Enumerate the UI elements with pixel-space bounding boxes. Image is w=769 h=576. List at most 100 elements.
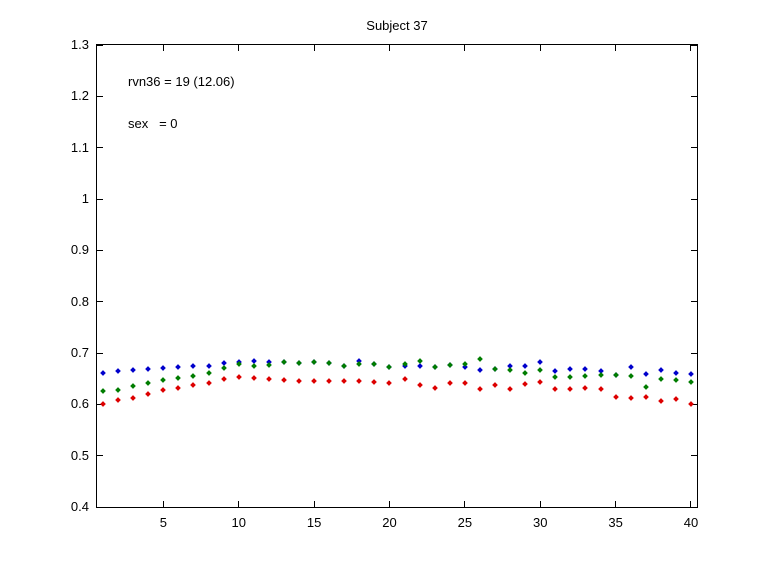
data-point-series-blue <box>100 369 106 376</box>
y-tick-label: 1.1 <box>70 139 89 155</box>
data-point-series-blue <box>175 364 182 371</box>
data-point-series-red <box>552 386 559 393</box>
data-point-series-red <box>130 394 137 401</box>
data-point-series-red <box>627 395 634 402</box>
data-point-series-green <box>642 384 649 390</box>
data-point-series-red <box>281 376 287 383</box>
annotation-line-1: rvn36 = 19 (12.06) <box>128 74 235 89</box>
y-tick-mirror <box>691 44 697 46</box>
y-tick-mirror <box>691 455 697 457</box>
x-tick-label: 40 <box>683 515 699 530</box>
data-point-series-red <box>371 379 378 386</box>
data-point-series-green <box>688 378 694 385</box>
data-point-series-green <box>250 363 257 370</box>
y-tick-mirror <box>691 506 697 508</box>
x-tick-mirror <box>615 45 617 51</box>
y-tick <box>97 506 103 508</box>
x-tick-label: 25 <box>457 515 473 530</box>
x-tick-mirror <box>539 45 541 51</box>
x-tick-label: 20 <box>382 515 397 530</box>
data-point-series-green <box>446 362 453 369</box>
data-point-series-red <box>266 375 272 382</box>
data-point-series-blue <box>627 364 634 370</box>
data-point-series-blue <box>205 363 212 370</box>
plot-title: Subject 37 <box>366 18 428 33</box>
y-tick-mirror <box>691 352 697 354</box>
y-tick-label: 1.3 <box>70 37 89 52</box>
y-tick <box>97 44 103 46</box>
annotation-line-2: sex = 0 <box>128 116 178 131</box>
data-point-series-blue <box>190 363 197 370</box>
data-point-series-red <box>537 378 544 385</box>
x-tick <box>162 501 164 507</box>
data-point-series-red <box>205 380 212 387</box>
data-point-series-red <box>461 380 468 387</box>
data-point-series-green <box>115 387 121 393</box>
y-tick <box>97 455 103 457</box>
data-point-series-blue <box>688 371 694 377</box>
x-tick-mirror <box>690 45 692 51</box>
y-tick-label: 1 <box>81 191 89 206</box>
x-tick-label: 35 <box>608 515 623 530</box>
y-tick-label: 1.2 <box>70 88 89 104</box>
data-point-series-green <box>341 362 348 369</box>
y-tick-label: 0.7 <box>70 345 89 360</box>
data-point-series-green <box>477 355 483 362</box>
data-point-series-blue <box>673 369 679 376</box>
data-point-series-red <box>190 382 197 389</box>
x-tick-label: 10 <box>231 515 246 530</box>
data-point-series-green <box>220 365 227 371</box>
data-point-series-red <box>416 382 423 389</box>
data-point-series-blue <box>145 366 152 373</box>
data-point-series-red <box>642 393 649 400</box>
x-tick <box>238 501 240 507</box>
data-point-series-red <box>115 396 121 403</box>
data-point-series-red <box>386 380 393 387</box>
data-point-series-blue <box>416 363 423 370</box>
data-point-series-green <box>597 371 604 378</box>
x-tick <box>615 501 617 507</box>
x-tick-mirror <box>162 45 164 51</box>
data-point-series-red <box>673 396 679 403</box>
data-point-series-blue <box>582 366 589 373</box>
data-point-series-green <box>145 380 152 387</box>
data-point-series-green <box>416 358 423 365</box>
x-tick <box>388 501 390 507</box>
data-point-series-red <box>657 398 664 405</box>
data-point-series-red <box>522 381 528 388</box>
data-point-series-red <box>597 386 604 393</box>
x-tick <box>464 501 466 507</box>
data-point-series-red <box>341 378 348 385</box>
data-point-series-red <box>431 385 438 391</box>
data-point-series-green <box>100 388 106 394</box>
y-tick <box>97 352 103 354</box>
data-point-series-blue <box>160 365 167 372</box>
y-tick <box>97 403 103 405</box>
data-point-series-red <box>688 401 694 408</box>
data-point-series-red <box>477 386 483 393</box>
data-point-series-green <box>281 359 287 366</box>
data-point-series-green <box>160 377 167 384</box>
x-tick-label: 5 <box>159 515 167 530</box>
data-point-series-green <box>552 374 559 380</box>
y-tick-mirror <box>691 198 697 200</box>
data-point-series-blue <box>522 362 528 369</box>
x-tick-label: 30 <box>532 515 548 530</box>
data-point-series-green <box>371 361 378 368</box>
data-point-series-red <box>220 375 227 382</box>
data-point-series-green <box>190 372 197 379</box>
data-point-series-green <box>296 360 302 367</box>
data-point-series-blue <box>537 359 544 366</box>
y-tick-label: 0.8 <box>70 293 89 309</box>
plot-area: Subject 37 rvn36 = 19 (12.06) sex = 0 5 1… <box>71 18 698 530</box>
x-tick-mirror <box>388 45 390 51</box>
data-point-series-green <box>582 373 589 379</box>
y-tick-label: 0.6 <box>70 396 89 412</box>
x-tick <box>690 501 692 507</box>
data-point-series-blue <box>642 371 649 377</box>
data-point-series-blue <box>567 366 574 373</box>
data-point-series-red <box>326 378 332 385</box>
data-point-series-green <box>175 375 182 381</box>
data-point-series-green <box>612 371 619 378</box>
